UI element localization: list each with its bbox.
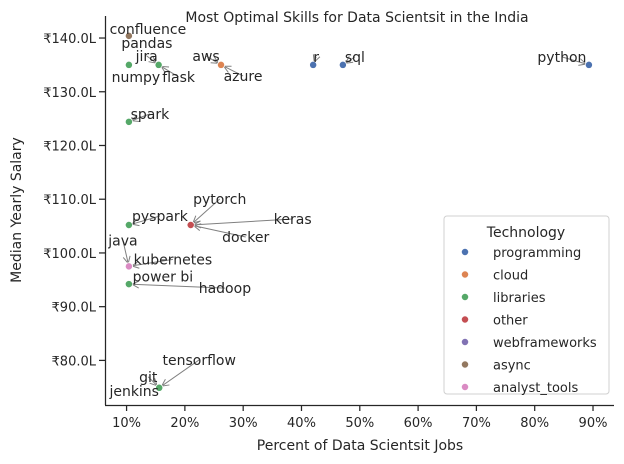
point-label-flask: flask bbox=[162, 70, 196, 86]
legend-entry-libraries: libraries bbox=[493, 291, 546, 306]
legend-marker bbox=[461, 383, 469, 391]
legend-marker bbox=[461, 270, 469, 279]
point-label-tensorflow: tensorflow bbox=[163, 353, 236, 369]
point-label-spark: spark bbox=[131, 107, 171, 123]
data-point-python bbox=[584, 60, 593, 69]
annotation-arrow bbox=[161, 359, 200, 387]
point-label-pyspark: pyspark bbox=[132, 209, 189, 225]
legend-entry-webframeworks: webframeworks bbox=[493, 336, 597, 351]
y-axis-label: Median Yearly Salary bbox=[9, 137, 25, 283]
legend-entry-cloud: cloud bbox=[493, 269, 528, 284]
annotation-arrow bbox=[561, 56, 587, 65]
x-tick-label: 90% bbox=[579, 416, 608, 431]
point-label-power-bi: power bi bbox=[133, 269, 194, 285]
data-point-pyspark bbox=[124, 221, 133, 229]
chart-title: Most Optimal Skills for Data Scientsit i… bbox=[185, 10, 528, 26]
x-tick-label: 60% bbox=[404, 416, 433, 431]
data-point-docker bbox=[186, 221, 195, 229]
annotation-arrow bbox=[160, 66, 179, 78]
annotation-arrow bbox=[146, 55, 157, 64]
point-label-git: git bbox=[139, 370, 158, 386]
annotation-arrow bbox=[131, 283, 225, 289]
legend-title: Technology bbox=[486, 225, 565, 241]
legend-entry-other: other bbox=[493, 314, 528, 329]
x-tick-label: 20% bbox=[170, 416, 199, 431]
x-tick-label: 80% bbox=[520, 416, 549, 431]
annotation-arrow bbox=[131, 258, 173, 267]
y-ticks: ₹80.0L ₹90.0L ₹100.0L ₹110.0L ₹120.0L ₹130.0L… bbox=[43, 32, 105, 369]
y-tick-label: ₹110.0L bbox=[43, 193, 96, 208]
point-label-aws: aws bbox=[192, 49, 219, 65]
point-label-azure: azure bbox=[224, 69, 263, 85]
x-tick-label: 50% bbox=[345, 416, 374, 431]
annotation-arrow bbox=[131, 113, 151, 122]
annotation-arrow bbox=[131, 215, 161, 225]
y-tick-label: ₹140.0L bbox=[43, 32, 96, 47]
annotation-arrow bbox=[345, 56, 356, 64]
point-label-numpy: numpy bbox=[112, 70, 161, 86]
data-point-spark bbox=[124, 117, 133, 126]
annotation-arrow bbox=[192, 198, 221, 224]
point-label-jira: jira bbox=[135, 49, 158, 65]
axes: 10% 20% 30% 40% 50% 60% 70% 80% 90% ₹80.0L ₹90.0L… bbox=[43, 16, 614, 431]
data-point-confluence bbox=[124, 31, 133, 40]
legend-marker bbox=[461, 248, 469, 256]
point-label-pandas: pandas bbox=[121, 36, 172, 52]
data-point-hadoop bbox=[124, 280, 133, 289]
x-tick-label: 30% bbox=[229, 416, 258, 431]
legend: Technology programming cloud libraries othe… bbox=[443, 215, 610, 396]
annotation-arrow bbox=[193, 218, 293, 226]
point-label-hadoop: hadoop bbox=[199, 281, 251, 297]
x-tick-label: 10% bbox=[112, 416, 141, 431]
annotation-arrow bbox=[223, 65, 244, 77]
y-tick-label: ₹120.0L bbox=[43, 139, 96, 154]
point-label-sql: sql bbox=[345, 50, 365, 66]
legend-marker bbox=[461, 315, 469, 324]
point-label-python: python bbox=[537, 50, 586, 66]
point-label-java: java bbox=[107, 233, 137, 249]
x-axis-label: Percent of Data Scientsit Jobs bbox=[257, 438, 463, 454]
legend-marker bbox=[461, 360, 469, 369]
data-point-jenkins bbox=[155, 383, 164, 392]
annotation-arrow bbox=[147, 376, 158, 387]
x-tick-label: 40% bbox=[287, 416, 316, 431]
data-point-r bbox=[309, 60, 318, 69]
data-point-numpy bbox=[124, 60, 133, 69]
point-label-jenkins: jenkins bbox=[108, 384, 159, 400]
legend-entry-async: async bbox=[493, 359, 531, 374]
legend-entry-analyst-tools: analyst_tools bbox=[493, 381, 578, 396]
y-tick-label: ₹80.0L bbox=[52, 354, 97, 369]
legend-marker bbox=[461, 338, 469, 346]
y-tick-label: ₹90.0L bbox=[52, 301, 97, 316]
legend-frame bbox=[443, 215, 610, 395]
y-tick-label: ₹130.0L bbox=[43, 86, 96, 101]
legend-entries: programming cloud libraries other webframewo… bbox=[461, 246, 597, 396]
data-point-power-bi bbox=[124, 262, 133, 271]
point-label-keras: keras bbox=[274, 212, 312, 228]
data-point-flask bbox=[154, 60, 163, 69]
point-label-r: r bbox=[313, 50, 319, 66]
point-label-confluence: confluence bbox=[110, 22, 187, 38]
annotation-arrow bbox=[205, 55, 219, 64]
data-point-azure bbox=[217, 60, 225, 69]
point-label-kubernetes: kubernetes bbox=[134, 252, 212, 268]
annotation-arrow bbox=[122, 240, 129, 264]
legend-entry-programming: programming bbox=[493, 246, 581, 261]
legend-marker bbox=[461, 293, 469, 301]
x-tick-label: 70% bbox=[462, 416, 491, 431]
x-ticks: 10% 20% 30% 40% 50% 60% 70% 80% 90% bbox=[112, 405, 607, 431]
data-points bbox=[124, 31, 593, 392]
y-tick-label: ₹100.0L bbox=[43, 247, 96, 262]
point-label-docker: docker bbox=[222, 230, 269, 246]
annotation-arrow bbox=[193, 225, 246, 238]
point-label-pytorch: pytorch bbox=[193, 192, 246, 208]
data-point-sql bbox=[338, 60, 347, 69]
